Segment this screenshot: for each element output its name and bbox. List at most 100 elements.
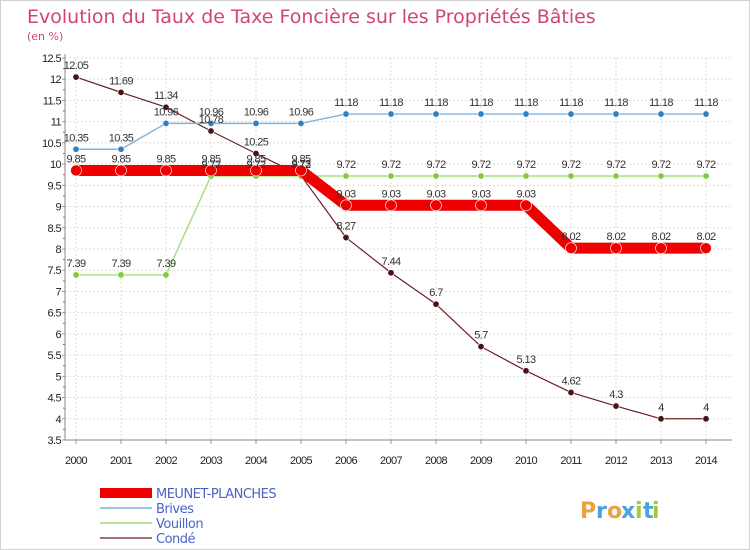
data-label-meunet-planches: 9.85 (66, 153, 85, 165)
data-label-cond: 10.25 (244, 137, 269, 149)
data-point-meunet-planches (610, 242, 622, 254)
y-tick-label: 8.5 (48, 223, 62, 235)
data-label-vouillon: 9.72 (561, 159, 580, 171)
axes: 3.544.555.566.577.588.599.51010.51111.51… (42, 53, 732, 467)
y-tick-label: 10 (50, 159, 62, 171)
data-label-meunet-planches: 9.03 (336, 188, 355, 200)
data-label-meunet-planches: 9.03 (426, 188, 445, 200)
x-tick-label: 2012 (605, 455, 628, 467)
data-point-brives (612, 110, 620, 118)
x-tick-label: 2004 (245, 455, 268, 467)
data-point-cond (567, 388, 575, 396)
data-label-cond: 4 (658, 402, 664, 414)
data-point-cond (702, 415, 710, 423)
data-point-cond (432, 300, 440, 308)
data-point-brives (432, 110, 440, 118)
data-point-meunet-planches (475, 199, 487, 212)
data-label-cond: 6.7 (429, 287, 443, 299)
data-label-cond: 8.27 (336, 221, 355, 233)
data-label-vouillon: 9.72 (696, 159, 715, 171)
data-point-cond (117, 88, 125, 96)
series-brives (72, 110, 710, 153)
data-point-meunet-planches (385, 199, 397, 212)
data-point-cond (342, 234, 350, 242)
data-label-vouillon: 9.72 (606, 159, 625, 171)
data-label-meunet-planches: 9.85 (201, 153, 220, 165)
x-tick-label: 2009 (470, 455, 493, 467)
data-point-meunet-planches (430, 199, 442, 212)
x-tick-label: 2014 (695, 455, 718, 467)
data-point-vouillon (117, 271, 125, 279)
data-point-vouillon (477, 172, 485, 180)
data-label-meunet-planches: 8.02 (651, 231, 670, 243)
data-label-brives: 10.96 (154, 106, 179, 118)
data-label-brives: 11.18 (649, 97, 673, 109)
data-point-brives (567, 110, 575, 118)
x-tick-label: 2008 (425, 455, 448, 467)
chart-title: Evolution du Taux de Taxe Foncière sur l… (27, 6, 596, 28)
y-tick-label: 8 (55, 244, 61, 256)
chart-subtitle: (en %) (27, 30, 63, 43)
data-point-vouillon (342, 172, 350, 180)
data-point-meunet-planches (295, 164, 307, 177)
data-point-brives (297, 119, 305, 127)
data-label-brives: 11.18 (469, 97, 493, 109)
y-tick-label: 5 (55, 371, 61, 383)
data-point-brives (252, 119, 260, 127)
data-label-brives: 10.96 (289, 106, 314, 118)
data-label-meunet-planches: 9.85 (291, 153, 310, 165)
y-tick-label: 6.5 (48, 308, 62, 320)
data-label-cond: 10.78 (199, 114, 224, 126)
y-tick-label: 9.5 (48, 180, 62, 192)
data-label-brives: 11.18 (514, 97, 538, 109)
data-label-meunet-planches: 9.85 (156, 153, 175, 165)
x-tick-label: 2006 (335, 455, 358, 467)
legend-label: MEUNET-PLANCHES (156, 487, 276, 502)
data-label-brives: 11.18 (379, 97, 403, 109)
y-tick-label: 7.5 (48, 265, 62, 277)
y-tick-label: 7 (55, 286, 61, 298)
y-tick-label: 3.5 (48, 435, 62, 447)
x-tick-label: 2003 (200, 455, 223, 467)
legend-label: Condé (156, 532, 196, 547)
data-label-vouillon: 9.72 (246, 159, 265, 171)
data-label-meunet-planches: 9.03 (471, 188, 490, 200)
data-label-meunet-planches: 9.03 (516, 188, 535, 200)
data-label-meunet-planches: 8.02 (606, 231, 625, 243)
data-label-vouillon: 9.72 (516, 159, 535, 171)
data-label-meunet-planches: 8.02 (696, 231, 715, 243)
data-label-cond: 4 (703, 402, 709, 414)
data-label-cond: 12.05 (64, 60, 89, 72)
data-label-brives: 10.96 (199, 106, 224, 118)
logo-letter: r (596, 499, 607, 524)
data-label-brives: 11.18 (694, 97, 718, 109)
data-label-brives: 10.35 (64, 132, 89, 144)
data-point-vouillon (387, 172, 395, 180)
data-point-cond (252, 150, 260, 158)
data-point-brives (72, 145, 80, 153)
series-layer (70, 73, 712, 423)
data-point-cond (477, 343, 485, 351)
y-tick-label: 10.5 (42, 138, 61, 150)
logo-letter: i (635, 499, 643, 524)
data-label-cond: 5.7 (474, 330, 488, 342)
data-point-cond (72, 73, 80, 81)
data-point-cond (612, 402, 620, 410)
data-point-brives (117, 145, 125, 153)
y-tick-label: 12.5 (42, 53, 61, 65)
data-point-vouillon (612, 172, 620, 180)
data-point-vouillon (72, 271, 80, 279)
x-tick-label: 2013 (650, 455, 673, 467)
data-point-cond (207, 127, 215, 135)
y-tick-label: 4.5 (48, 393, 62, 405)
logo-letter: x (621, 499, 635, 524)
series-meunet-planches (70, 164, 712, 254)
y-tick-label: 6 (55, 329, 61, 341)
data-point-meunet-planches (250, 164, 262, 177)
data-point-vouillon (567, 172, 575, 180)
y-tick-label: 9 (55, 202, 61, 214)
x-tick-label: 2005 (290, 455, 313, 467)
data-label-cond: 4.3 (609, 389, 623, 401)
data-point-meunet-planches (340, 199, 352, 212)
